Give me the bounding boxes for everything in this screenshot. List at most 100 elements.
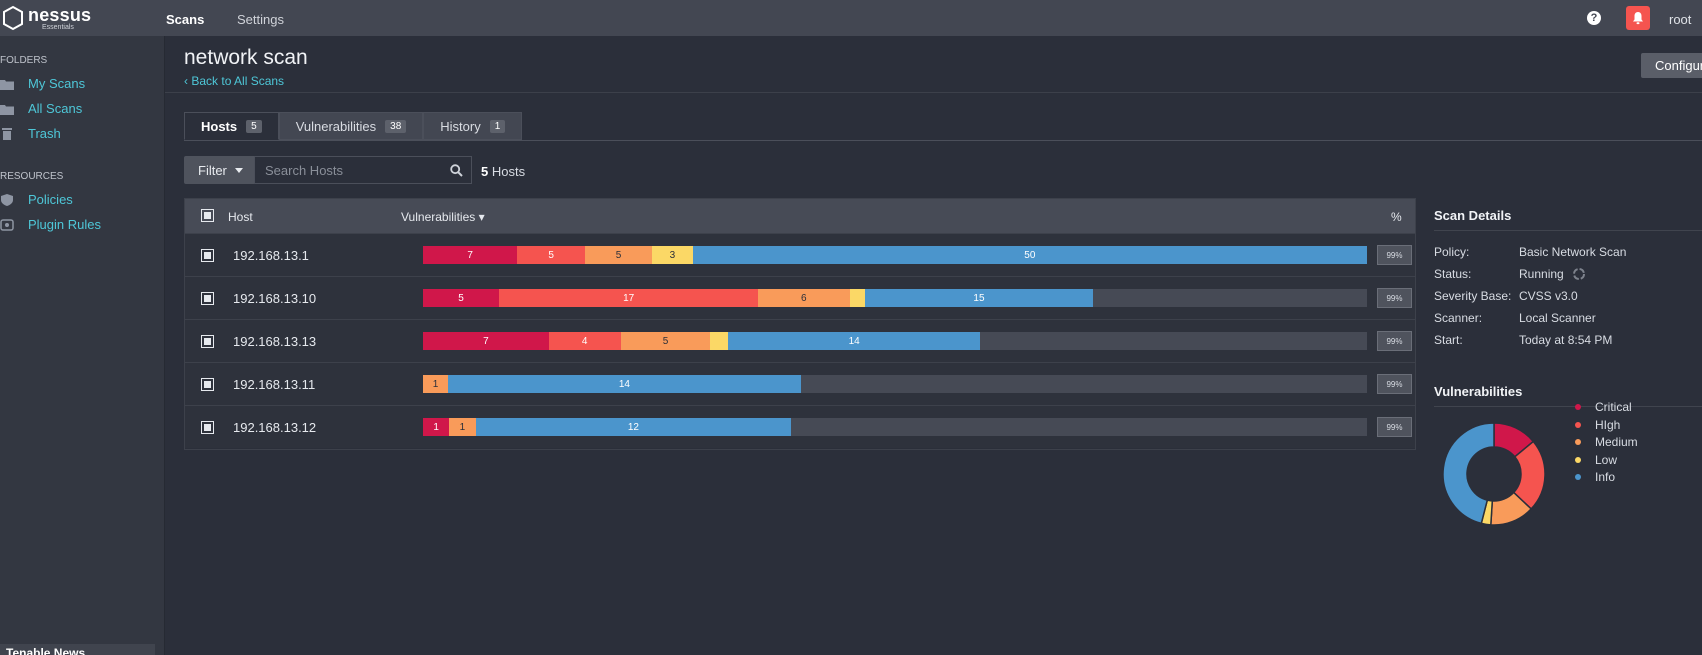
nav-scans[interactable]: Scans xyxy=(166,12,205,27)
row-checkbox[interactable] xyxy=(201,249,214,262)
row-checkbox[interactable] xyxy=(201,378,214,391)
column-host[interactable]: Host xyxy=(228,210,253,224)
configure-button[interactable]: Configure xyxy=(1641,53,1702,78)
percent-badge: 99% xyxy=(1377,288,1412,308)
vulnerability-bar[interactable]: 7 5 5 3 50 xyxy=(423,246,1367,264)
vulnerability-bar[interactable]: 5 17 6 15 xyxy=(423,289,1367,307)
sidebar-item-my-scans[interactable]: My Scans xyxy=(0,76,85,91)
legend-item-high[interactable]: HIgh xyxy=(1575,418,1620,432)
header-divider xyxy=(165,92,1702,93)
select-all-checkbox[interactable] xyxy=(201,209,214,222)
segment-medium[interactable]: 1 xyxy=(423,375,449,393)
hosts-count-label: Hosts xyxy=(491,164,526,179)
vulnerability-bar[interactable]: 1 1 12 xyxy=(423,418,1367,436)
legend-label: Critical xyxy=(1595,400,1632,414)
legend-label: HIgh xyxy=(1595,417,1621,432)
segment-info[interactable]: 50 xyxy=(692,246,1367,264)
segment-medium[interactable]: 1 xyxy=(449,418,476,436)
segment-high[interactable]: 4 xyxy=(548,332,621,350)
segment-high[interactable]: 17 xyxy=(499,289,759,307)
top-bar: nessus Essentials Scans Settings ? root xyxy=(0,0,1702,36)
sidebar-item-trash[interactable]: Trash xyxy=(0,126,61,141)
segment-info[interactable]: 14 xyxy=(728,332,980,350)
donut-slice-info[interactable] xyxy=(1442,422,1495,525)
back-to-all-scans-link[interactable]: ‹ Back to All Scans xyxy=(184,74,285,88)
page-title: network scan xyxy=(184,46,308,69)
filter-button[interactable]: Filter xyxy=(184,156,254,184)
host-ip[interactable]: 192.168.13.10 xyxy=(233,291,317,306)
table-row[interactable]: 192.168.13.13 7 4 5 14 99% xyxy=(185,319,1415,362)
segment-low[interactable] xyxy=(849,289,865,307)
segment-high[interactable]: 5 xyxy=(517,246,585,264)
table-row[interactable]: 192.168.13.1 7 5 5 3 50 99% xyxy=(185,233,1415,276)
segment-info[interactable]: 15 xyxy=(864,289,1094,307)
tab-label: Vulnerabilities xyxy=(295,118,377,134)
segment-medium[interactable]: 6 xyxy=(758,289,850,307)
tab-hosts[interactable]: Hosts 5 xyxy=(184,112,279,140)
legend-dot xyxy=(1575,474,1581,480)
vulnerabilities-donut-chart[interactable] xyxy=(1436,416,1552,532)
row-checkbox[interactable] xyxy=(201,421,214,434)
sidebar-item-policies[interactable]: Policies xyxy=(0,192,73,207)
legend-item-medium[interactable]: Medium xyxy=(1575,435,1638,449)
vulnerabilities-title: Vulnerabilities xyxy=(1434,384,1523,399)
legend-dot xyxy=(1575,421,1581,428)
user-menu[interactable]: root xyxy=(1669,12,1692,27)
search-icon[interactable] xyxy=(450,164,463,177)
sidebar-item-label: All Scans xyxy=(28,101,83,116)
segment-info[interactable]: 12 xyxy=(475,418,792,436)
logo-text: nessus xyxy=(28,4,92,25)
row-checkbox[interactable] xyxy=(201,292,214,305)
tenable-news-header[interactable]: Tenable News xyxy=(0,644,155,655)
filter-label: Filter xyxy=(198,162,227,178)
nav-settings[interactable]: Settings xyxy=(237,12,284,27)
vulnerability-bar[interactable]: 7 4 5 14 xyxy=(423,332,1367,350)
sidebar-item-label: Trash xyxy=(28,126,61,141)
segment-critical[interactable]: 1 xyxy=(423,418,450,436)
segment-low[interactable] xyxy=(710,332,729,350)
sidebar-item-plugin-rules[interactable]: Plugin Rules xyxy=(0,217,101,232)
column-vulnerabilities[interactable]: Vulnerabilities ▾ xyxy=(401,210,485,224)
vulnerability-bar[interactable]: 1 14 xyxy=(423,375,1367,393)
legend-item-info[interactable]: Info xyxy=(1575,470,1615,484)
detail-status-key: Status: xyxy=(1434,267,1472,281)
host-ip[interactable]: 192.168.13.12 xyxy=(233,420,317,435)
nessus-logo[interactable]: nessus Essentials xyxy=(0,4,100,32)
tab-vulnerabilities[interactable]: Vulnerabilities 38 xyxy=(278,112,424,140)
column-percent[interactable]: % xyxy=(1391,210,1402,224)
table-row[interactable]: 192.168.13.10 5 17 6 15 99% xyxy=(185,276,1415,319)
segment-medium[interactable]: 5 xyxy=(620,332,711,350)
segment-critical[interactable]: 5 xyxy=(423,289,500,307)
percent-badge: 99% xyxy=(1377,331,1412,351)
resources-heading: RESOURCES xyxy=(0,171,64,182)
bell-icon xyxy=(1633,12,1643,25)
table-row[interactable]: 192.168.13.11 1 14 99% xyxy=(185,362,1415,405)
nessus-logo-icon xyxy=(3,5,23,31)
scan-details-title: Scan Details xyxy=(1434,208,1512,223)
tab-label: History xyxy=(440,118,481,134)
segment-info[interactable]: 14 xyxy=(448,375,801,393)
detail-policy-value: Basic Network Scan xyxy=(1519,245,1627,259)
sidebar-item-all-scans[interactable]: All Scans xyxy=(0,101,82,116)
tab-history[interactable]: History 1 xyxy=(423,112,523,140)
host-ip[interactable]: 192.168.13.11 xyxy=(233,377,316,392)
legend-item-critical[interactable]: Critical xyxy=(1575,400,1632,414)
hosts-count-number: 5 xyxy=(481,164,489,179)
table-row[interactable]: 192.168.13.12 1 1 12 99% xyxy=(185,405,1415,448)
notifications-button[interactable] xyxy=(1626,6,1650,30)
help-icon[interactable]: ? xyxy=(1587,11,1601,25)
legend-label: Low xyxy=(1595,452,1618,467)
legend-item-low[interactable]: Low xyxy=(1575,453,1617,467)
detail-policy-key: Policy: xyxy=(1434,245,1470,259)
segment-critical[interactable]: 7 xyxy=(423,332,549,350)
row-checkbox[interactable] xyxy=(201,335,214,348)
search-hosts-input[interactable] xyxy=(255,157,435,183)
detail-start-value: Today at 8:54 PM xyxy=(1519,333,1613,347)
detail-scanner-key: Scanner: xyxy=(1434,311,1483,325)
segment-critical[interactable]: 7 xyxy=(423,246,518,264)
hosts-table: Host Vulnerabilities ▾ % 192.168.13.1 7 5 5… xyxy=(184,198,1416,450)
host-ip[interactable]: 192.168.13.1 xyxy=(233,248,309,263)
segment-medium[interactable]: 5 xyxy=(584,246,653,264)
segment-low[interactable]: 3 xyxy=(652,246,693,264)
host-ip[interactable]: 192.168.13.13 xyxy=(233,334,317,349)
